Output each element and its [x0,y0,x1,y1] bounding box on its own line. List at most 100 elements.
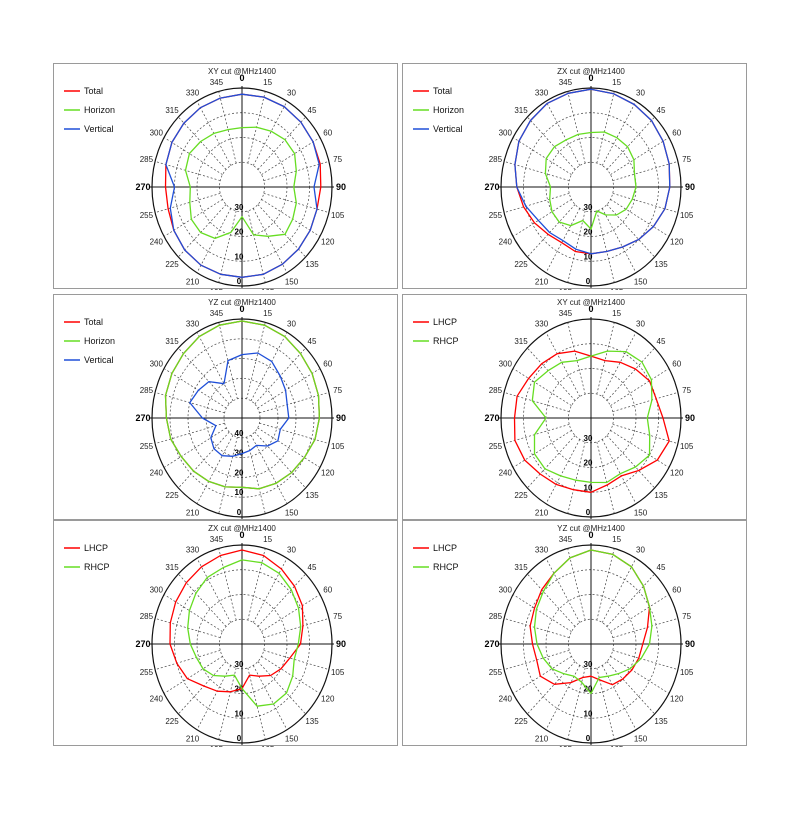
grid-spoke [512,199,572,237]
angle-tick-label: 120 [670,237,684,246]
radial-tick-label: 0 [586,734,591,743]
legend-label: Total [84,86,103,96]
legend-label: Total [84,317,103,327]
angle-tick-label: 315 [165,563,179,572]
grid-spoke [218,667,237,740]
angle-tick-label: 45 [657,106,666,115]
grid-spoke [503,618,570,638]
angle-tick-label: 240 [150,468,164,477]
grid-spoke [601,439,637,504]
legend-label: Vertical [84,124,114,134]
chart-title: ZX cut @MHz1400 [557,67,625,76]
grid-spoke [247,210,266,283]
grid-spoke [610,430,670,468]
grid-spoke [218,437,238,514]
angle-tick-label: 90 [685,413,695,423]
angle-tick-label: 195 [210,745,224,747]
series-line-horizon [184,126,297,240]
grid-spoke [196,332,234,402]
angle-tick-label: 30 [636,546,645,555]
legend-label: Total [433,86,452,96]
radial-tick-label: 10 [584,252,593,261]
grid-spoke [612,392,679,412]
angle-tick-label: 270 [135,182,150,192]
grid-spoke [567,210,586,283]
angle-tick-label: 60 [323,129,332,138]
legend-label: Vertical [84,355,114,365]
angle-tick-label: 75 [682,155,691,164]
angle-tick-label: 105 [331,211,345,220]
angle-tick-label: 300 [499,360,513,369]
series-line-vertical [189,352,290,457]
radial-tick-label: 30 [235,203,244,212]
angle-tick-label: 135 [305,260,319,269]
angle-tick-label: 165 [261,288,275,290]
series-line-lhcp [513,350,670,493]
angle-tick-label: 150 [285,508,299,517]
angle-tick-label: 330 [535,89,549,98]
angle-tick-label: 195 [559,288,573,290]
angle-tick-label: 285 [489,612,503,621]
angle-tick-label: 210 [186,734,200,743]
grid-spoke [567,322,586,395]
angle-tick-label: 225 [514,491,528,500]
legend-label: Vertical [433,124,463,134]
angle-tick-label: 105 [680,211,694,220]
angle-tick-label: 270 [135,639,150,649]
radial-tick-label: 10 [235,709,244,718]
grid-spoke [601,101,637,166]
angle-tick-label: 195 [559,745,573,747]
angle-tick-label: 120 [321,694,335,703]
grid-spoke [218,210,237,283]
angle-tick-label: 0 [239,530,244,540]
angle-tick-label: 150 [634,734,648,743]
angle-tick-label: 30 [636,89,645,98]
angle-tick-label: 45 [657,563,666,572]
grid-spoke [154,422,225,444]
angle-tick-label: 315 [514,563,528,572]
angle-tick-label: 105 [680,668,694,677]
polar-chart-panel: YZ cut @MHz1400 0 15 30 45 60 75 90 105 120 135 150… [53,294,398,521]
radial-tick-label: 10 [235,488,244,497]
angle-tick-label: 0 [588,304,593,314]
angle-tick-label: 60 [672,586,681,595]
angle-tick-label: 255 [489,442,503,451]
angle-tick-label: 135 [305,491,319,500]
angle-tick-label: 330 [535,320,549,329]
angle-tick-label: 285 [140,155,154,164]
angle-tick-label: 75 [682,612,691,621]
angle-tick-label: 15 [612,309,621,318]
grid-spoke [601,332,637,397]
angle-tick-label: 165 [610,745,624,747]
angle-tick-label: 315 [514,337,528,346]
angle-tick-label: 150 [285,734,299,743]
grid-spoke [163,199,223,237]
angle-tick-label: 345 [559,78,573,87]
angle-tick-label: 15 [612,535,621,544]
angle-tick-label: 30 [636,320,645,329]
chart-title: XY cut @MHz1400 [557,298,626,307]
grid-spoke [196,208,232,273]
radial-tick-label: 0 [586,508,591,517]
angle-tick-label: 120 [670,468,684,477]
grid-spoke [154,193,221,213]
grid-spoke [596,91,615,164]
angle-tick-label: 210 [535,277,549,286]
grid-spoke [261,594,321,632]
legend-label: RHCP [84,562,110,572]
angle-tick-label: 120 [321,237,335,246]
angle-tick-label: 315 [165,337,179,346]
angle-tick-label: 300 [150,586,164,595]
grid-spoke [196,434,234,504]
grid-spoke [596,210,615,283]
angle-tick-label: 75 [333,386,342,395]
grid-spoke [218,91,237,164]
angle-tick-label: 345 [210,535,224,544]
grid-spoke [261,137,321,175]
angle-tick-label: 0 [588,530,593,540]
grid-spoke [610,368,670,406]
grid-spoke [503,392,570,412]
grid-spoke [154,650,221,670]
